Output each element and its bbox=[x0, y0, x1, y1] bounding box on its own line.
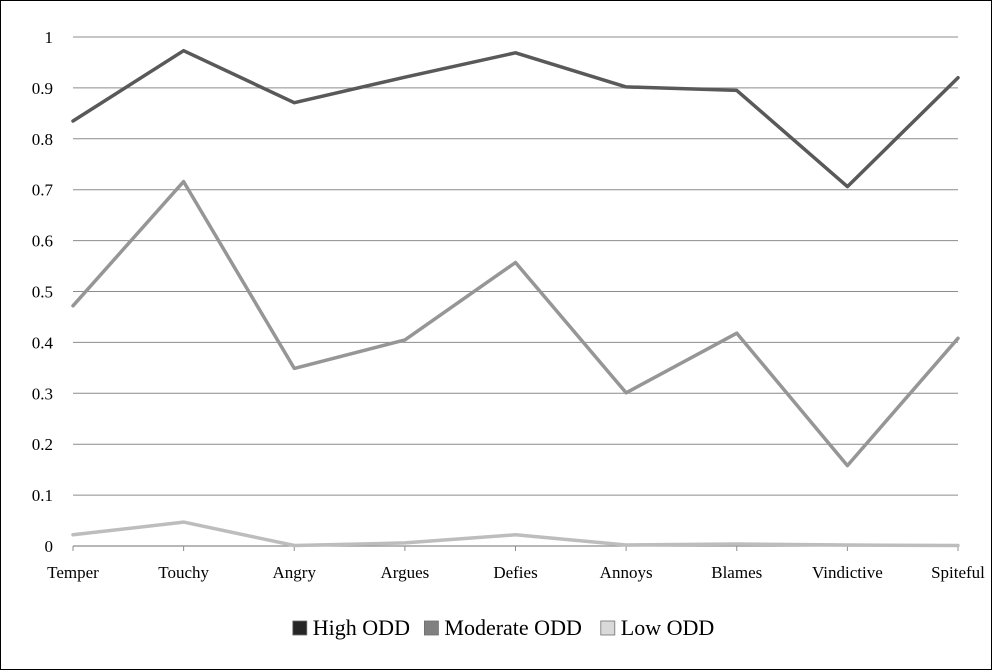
legend-label-high-odd: High ODD bbox=[313, 615, 410, 640]
x-tick-label: Defies bbox=[493, 563, 537, 582]
y-tick-label: 0.8 bbox=[32, 130, 53, 149]
y-tick-label: 0.7 bbox=[32, 181, 54, 200]
y-tick-label: 0.9 bbox=[32, 79, 53, 98]
y-tick-label: 1 bbox=[45, 28, 54, 47]
y-tick-label: 0.2 bbox=[32, 435, 53, 454]
legend-swatch-low-odd bbox=[600, 620, 616, 636]
x-tick-label: Vindictive bbox=[812, 563, 883, 582]
x-tick-label: Blames bbox=[711, 563, 762, 582]
x-tick-label: Temper bbox=[47, 563, 99, 582]
y-tick-label: 0.3 bbox=[32, 384, 53, 403]
x-tick-label: Touchy bbox=[158, 563, 209, 582]
series-line-high-odd bbox=[71, 48, 960, 189]
legend-label-low-odd: Low ODD bbox=[621, 615, 715, 640]
y-tick-label: 0.4 bbox=[32, 333, 54, 352]
y-tick-label: 0.6 bbox=[32, 232, 53, 251]
series-line-moderate-odd bbox=[71, 179, 960, 468]
x-tick-label: Angry bbox=[273, 563, 317, 582]
legend-swatch-high-odd bbox=[292, 620, 308, 636]
y-tick-label: 0.1 bbox=[32, 486, 53, 505]
x-tick-label: Spiteful bbox=[931, 563, 985, 582]
series-line-low-odd bbox=[71, 520, 960, 548]
x-tick-label: Annoys bbox=[600, 563, 653, 582]
legend-swatch-moderate-odd bbox=[423, 620, 439, 636]
y-tick-label: 0.5 bbox=[32, 283, 53, 302]
y-tick-label: 0 bbox=[45, 537, 54, 556]
legend-label-moderate-odd: Moderate ODD bbox=[444, 615, 581, 640]
x-tick-label: Argues bbox=[380, 563, 429, 582]
